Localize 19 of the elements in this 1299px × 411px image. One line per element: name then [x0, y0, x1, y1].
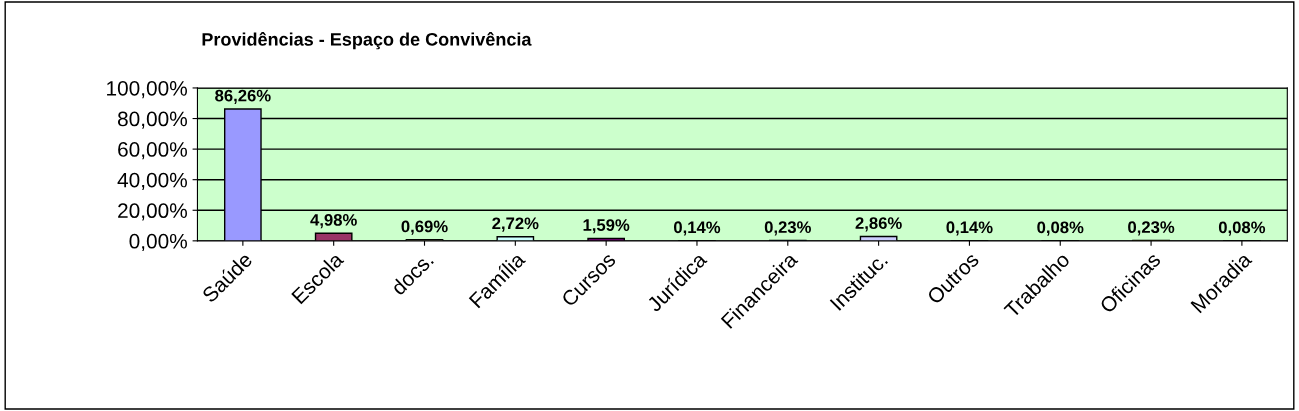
data-label: 0,23% — [764, 221, 811, 236]
data-label: 0,69% — [401, 220, 448, 235]
data-label: 0,08% — [1218, 221, 1266, 236]
chart-title: Providências - Espaço de Convivência — [202, 32, 532, 50]
data-label: 86,26% — [215, 89, 271, 104]
data-label: 0,14% — [674, 221, 721, 236]
data-label: 2,72% — [492, 217, 539, 232]
data-label: 0,08% — [1037, 221, 1084, 236]
y-tick-label: 40,00% — [117, 172, 187, 190]
y-tick-label: 0,00% — [129, 233, 187, 252]
data-label: 1,59% — [583, 219, 630, 234]
y-tick-label: 60,00% — [118, 142, 187, 160]
y-tick-label: 80,00% — [117, 111, 187, 129]
data-label: 2,86% — [855, 217, 902, 232]
data-label: 0,23% — [1128, 221, 1175, 236]
y-tick-label: 20,00% — [118, 203, 187, 221]
data-label: 0,14% — [946, 221, 993, 236]
y-tick-label: 100,00% — [107, 80, 187, 99]
data-label: 4,98% — [310, 213, 357, 229]
